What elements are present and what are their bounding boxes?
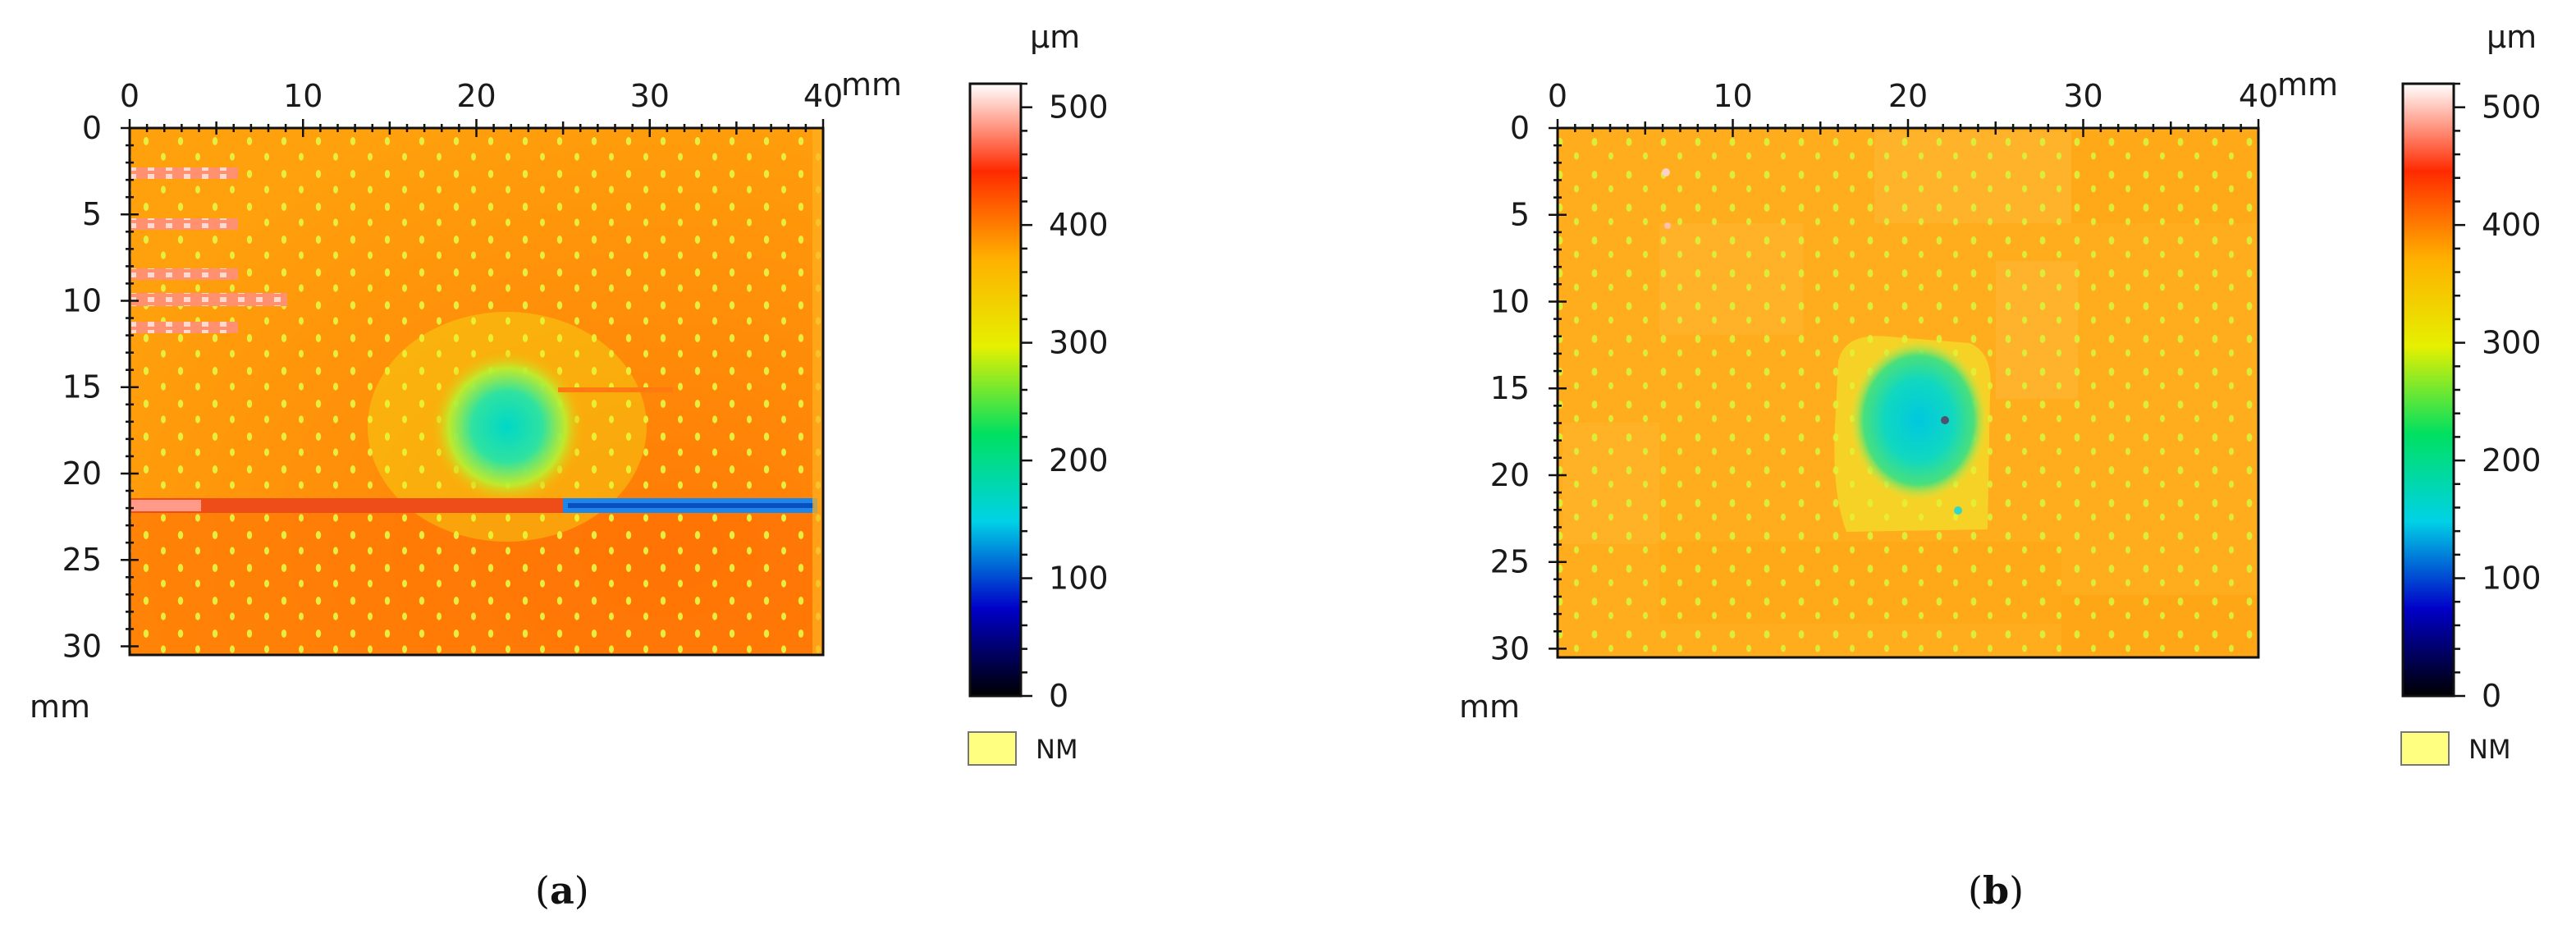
colorbar-a-gradient — [968, 82, 1023, 698]
heatmap-b-spot-4 — [1941, 416, 1949, 424]
x-tick-label-a: 40 — [803, 78, 843, 114]
y-tick-label-b: 0 — [1510, 110, 1530, 146]
x-tick-label-a: 0 — [120, 78, 140, 114]
y-tick-label-b: 10 — [1490, 283, 1530, 319]
heatmap-a-mark-4 — [131, 293, 287, 306]
y-tick-label-b: 25 — [1490, 544, 1530, 580]
colorbar-b-ticks: 0 100 200 300 400 500 — [2454, 82, 2542, 714]
y-tick-label-b: 20 — [1490, 457, 1530, 493]
heatmap-a-stripe-pink — [131, 500, 201, 511]
colorbar-b-gradient — [2401, 82, 2455, 698]
y-tick-label-a: 10 — [62, 282, 102, 318]
caption-a-letter: a — [550, 868, 574, 913]
y-tick-label-a: 0 — [82, 110, 102, 146]
caption-b-letter: b — [1983, 868, 2009, 913]
y-unit-label-b: mm — [1459, 689, 1520, 725]
colorbar-b-nm-label: NM — [2468, 734, 2511, 765]
heatmap-a-step — [558, 387, 673, 392]
colorbar-a-nm-label: NM — [1036, 734, 1078, 765]
colorbar-tick-label-a: 0 — [1049, 678, 1068, 714]
colorbar-a: 0 100 200 300 400 500 µm NM — [968, 19, 1109, 766]
heatmap-b-spot-1 — [1662, 168, 1670, 176]
colorbar-a-nm-swatch — [968, 731, 1017, 766]
heatmap-a-mark-3 — [131, 268, 238, 280]
colorbar-tick-label-b: 500 — [2482, 89, 2542, 126]
colorbar-tick-label-b: 0 — [2482, 678, 2501, 714]
y-tick-label-a: 30 — [62, 628, 102, 664]
heatmap-a-depression — [429, 349, 585, 505]
colorbar-tick-label-b: 300 — [2482, 325, 2542, 361]
colorbar-tick-label-b: 200 — [2482, 442, 2542, 478]
x-tick-label-a: 30 — [630, 78, 670, 114]
y-tick-label-a: 5 — [82, 196, 102, 232]
y-tick-label-a: 25 — [62, 542, 102, 578]
x-tick-label-b: 20 — [1888, 78, 1928, 114]
axes-a: 0 10 20 30 40 0 5 10 15 20 25 30 — [62, 78, 844, 664]
y-tick-label-a: 20 — [62, 455, 102, 492]
heatmap-b-spot-2 — [1664, 222, 1671, 229]
x-tick-label-b: 0 — [1548, 78, 1567, 114]
colorbar-tick-label-b: 100 — [2482, 561, 2542, 597]
colorbar-b-nm-swatch — [2400, 731, 2450, 766]
colorbar-b: 0 100 200 300 400 500 µm NM — [2400, 19, 2542, 766]
heatmap-a-mark-1 — [131, 167, 238, 179]
colorbar-tick-label-a: 300 — [1049, 325, 1109, 361]
x-tick-label-a: 10 — [283, 78, 323, 114]
axes-b: 0 10 20 30 40 0 5 10 15 20 25 30 — [1490, 78, 2279, 666]
x-tick-label-b: 30 — [2063, 78, 2102, 114]
heatmap-a-mark-5 — [131, 322, 238, 333]
heatmap-a-mark-2 — [131, 218, 238, 230]
colorbar-a-unit: µm — [1030, 19, 1080, 55]
heatmap-a-stripe-red — [130, 498, 563, 513]
colorbar-tick-label-a: 500 — [1049, 89, 1109, 126]
heatmap-b — [1558, 128, 2258, 657]
heatmap-b-depression — [1850, 340, 1988, 501]
x-unit-label-b: mm — [2277, 66, 2338, 103]
y-tick-label-b: 5 — [1510, 197, 1530, 233]
y-unit-label-a: mm — [30, 689, 90, 725]
colorbar-b-unit: µm — [2487, 19, 2537, 55]
heatmap-a-edge — [812, 128, 823, 655]
colorbar-a-ticks: 0 100 200 300 400 500 — [1021, 82, 1109, 714]
x-tick-label-b: 40 — [2239, 78, 2278, 114]
x-tick-label-a: 20 — [456, 78, 496, 114]
colorbar-tick-label-a: 100 — [1049, 561, 1109, 597]
caption-a: (a) — [535, 868, 589, 913]
heatmap-a-stripe-blue-core — [568, 503, 814, 508]
x-unit-label-a: mm — [841, 66, 902, 103]
colorbar-tick-label-b: 400 — [2482, 207, 2542, 243]
y-tick-label-b: 30 — [1490, 630, 1530, 666]
caption-b: (b) — [1968, 868, 2024, 913]
y-tick-label-a: 15 — [62, 369, 102, 405]
colorbar-tick-label-a: 400 — [1049, 207, 1109, 243]
colorbar-tick-label-a: 200 — [1049, 442, 1109, 478]
heatmap-b-spot-3 — [1954, 506, 1962, 515]
heatmap-a — [130, 128, 823, 655]
y-tick-label-b: 15 — [1490, 370, 1530, 406]
x-tick-label-b: 10 — [1713, 78, 1752, 114]
